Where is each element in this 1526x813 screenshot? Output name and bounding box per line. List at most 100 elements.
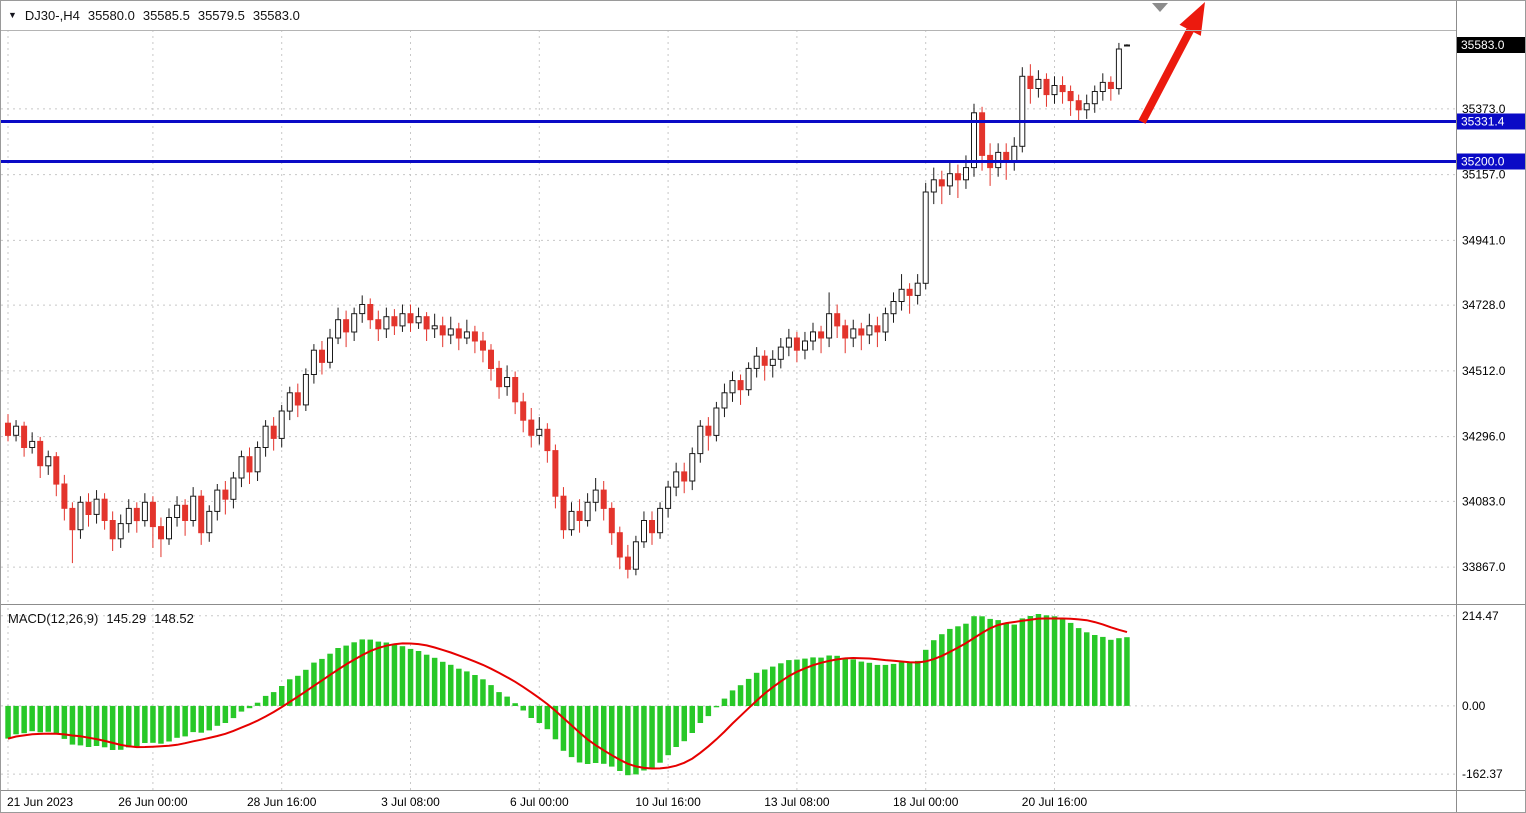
candle-body: [979, 112, 986, 156]
macd-histogram-bar: [61, 705, 68, 739]
price-tick-label: 35373.0: [1462, 102, 1506, 116]
candle-body: [850, 328, 857, 339]
macd-histogram-bar: [206, 705, 212, 731]
macd-histogram-bar: [842, 658, 848, 706]
candle-body: [1091, 91, 1098, 105]
candle-body: [963, 167, 969, 181]
macd-histogram-bar: [673, 705, 679, 747]
candle-body: [721, 392, 728, 409]
macd-histogram-bar: [906, 662, 913, 706]
macd-histogram-bar: [1027, 616, 1034, 706]
time-tick-label: 6 Jul 00:00: [510, 795, 569, 809]
candle-body: [182, 504, 189, 521]
candle-body: [777, 346, 784, 360]
macd-histogram-bar: [794, 659, 800, 706]
candle-body: [1067, 91, 1074, 102]
candle-body: [463, 331, 470, 339]
macd-tick-label: -162.37: [1462, 767, 1503, 781]
candle-body: [1075, 100, 1082, 111]
candle-body: [1027, 75, 1034, 90]
macd-histogram-bar: [512, 703, 518, 706]
candle-body: [222, 489, 229, 500]
candle-body: [286, 392, 293, 412]
macd-histogram-bar: [729, 690, 736, 706]
candle-body: [327, 337, 333, 363]
trend-arrow-object[interactable]: [1138, 28, 1194, 124]
candle-body: [343, 319, 350, 333]
macd-histogram-bar: [166, 705, 172, 742]
macd-histogram-bar: [303, 669, 309, 706]
candle-body: [882, 313, 889, 333]
macd-signal-value: 148.52: [154, 611, 194, 626]
macd-histogram-bar: [1116, 638, 1122, 706]
macd-histogram-bar: [536, 705, 543, 723]
macd-histogram-bar: [13, 705, 19, 735]
candle-body: [455, 328, 462, 339]
macd-histogram-bar: [407, 648, 414, 706]
macd-histogram-bar: [609, 705, 615, 767]
macd-histogram-bar: [254, 702, 261, 706]
macd-histogram-bar: [375, 641, 382, 706]
candle-body: [488, 349, 494, 370]
candle-body: [61, 483, 68, 509]
macd-histogram-bar: [1092, 635, 1098, 706]
macd-histogram-bar: [552, 705, 559, 740]
macd-histogram-bar: [834, 655, 840, 706]
candle-body: [278, 410, 285, 439]
macd-histogram-bar: [21, 705, 27, 734]
macd-histogram-bar: [287, 679, 293, 706]
macd-histogram-bar: [625, 705, 631, 776]
macd-histogram-bar: [262, 695, 269, 706]
candle-body: [954, 173, 961, 181]
candle-body: [810, 331, 816, 342]
candle-body: [431, 325, 438, 330]
candle-body: [512, 377, 519, 403]
macd-histogram-bar: [810, 657, 816, 706]
macd-histogram: [5, 614, 1130, 776]
macd-histogram-bar: [440, 661, 446, 706]
price-axis[interactable]: [1457, 0, 1526, 790]
macd-indicator-label: MACD(12,26,9) 145.29 148.52: [8, 611, 194, 626]
candle-body: [359, 304, 366, 315]
macd-histogram-bar: [391, 645, 398, 706]
candle-body: [914, 282, 921, 296]
macd-histogram-bar: [882, 664, 889, 706]
candle-body: [745, 367, 752, 391]
macd-histogram-bar: [45, 705, 51, 732]
candle-body: [93, 498, 100, 515]
symbol-marker-icon: ▼: [8, 10, 17, 20]
candle-body: [1011, 145, 1018, 163]
macd-histogram-bar: [617, 705, 623, 771]
hline-price-tag-label: 35331.4: [1461, 115, 1505, 129]
candle-body: [785, 337, 792, 348]
candle-body: [552, 450, 559, 497]
macd-histogram-bar: [721, 698, 728, 706]
price-tick-label: 35157.0: [1462, 168, 1506, 182]
candle-body: [85, 501, 92, 515]
macd-histogram-bar: [5, 705, 11, 739]
time-axis[interactable]: [0, 791, 1456, 813]
candle-body: [649, 520, 655, 534]
candle-body: [439, 325, 446, 336]
candle-body: [890, 301, 897, 315]
macd-histogram-bar: [1059, 618, 1066, 706]
hline-price-tag: [1457, 113, 1525, 130]
macd-histogram-bar: [689, 705, 695, 733]
candle-body: [544, 428, 551, 452]
candle-body: [294, 392, 301, 406]
candle-body: [13, 425, 20, 436]
macd-histogram-bar: [826, 655, 832, 706]
candle-body: [391, 316, 398, 327]
candle-body: [206, 510, 213, 534]
macd-histogram-bar: [657, 705, 663, 763]
candle-body: [504, 377, 511, 388]
price-tick-label: 34512.0: [1462, 364, 1506, 378]
macd-histogram-bar: [142, 705, 148, 743]
macd-histogram-bar: [584, 705, 591, 764]
macd-histogram-bar: [745, 678, 752, 706]
candle-body: [1099, 81, 1106, 93]
trend-arrow-head[interactable]: [1179, 2, 1206, 36]
macd-histogram-bar: [488, 685, 494, 706]
macd-histogram-bar: [914, 660, 921, 706]
